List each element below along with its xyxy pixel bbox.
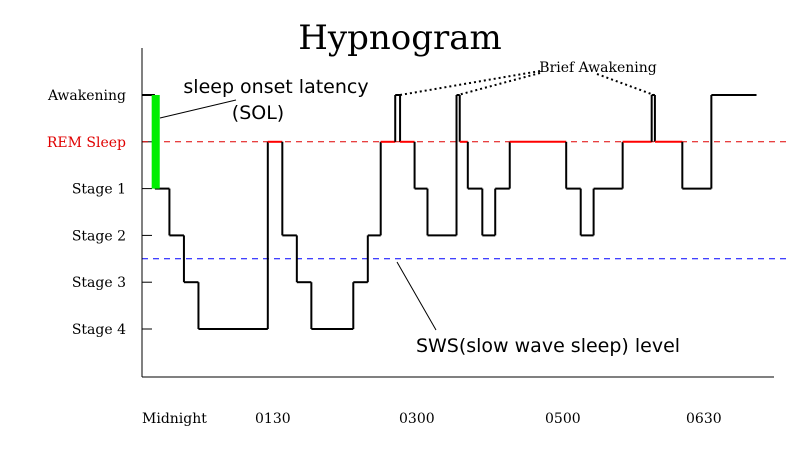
sol-annotation-line2: (SOL) bbox=[232, 102, 284, 124]
brief-pointer-3 bbox=[596, 73, 655, 96]
y-tick-label: Awakening bbox=[47, 88, 126, 104]
brief-awakening-pointers bbox=[399, 70, 655, 96]
brief-pointer-1 bbox=[399, 70, 541, 96]
x-tick-label: 0500 bbox=[545, 411, 581, 427]
y-tick-label: Stage 1 bbox=[72, 182, 126, 198]
x-tick-label: 0300 bbox=[399, 411, 435, 427]
x-tick-label: 0130 bbox=[255, 411, 291, 427]
sws-annotation: SWS(slow wave sleep) level bbox=[416, 335, 680, 357]
sol-annotation-line1: sleep onset latency bbox=[183, 76, 368, 98]
y-tick-label: Stage 3 bbox=[72, 275, 126, 291]
x-tick-label: Midnight bbox=[142, 411, 207, 427]
y-tick-label: Stage 2 bbox=[72, 228, 126, 244]
brief-pointer-2 bbox=[457, 72, 541, 96]
y-tick-label: Stage 4 bbox=[72, 322, 126, 338]
sws-pointer-line bbox=[396, 261, 437, 331]
sol-marker-bar bbox=[151, 95, 160, 189]
x-tick-label: 0630 bbox=[686, 411, 722, 427]
y-tick-label: REM Sleep bbox=[47, 135, 126, 151]
chart-title: Hypnogram bbox=[298, 18, 502, 58]
brief-awakening-annotation: Brief Awakening bbox=[539, 60, 656, 76]
sol-pointer-line bbox=[159, 99, 237, 119]
